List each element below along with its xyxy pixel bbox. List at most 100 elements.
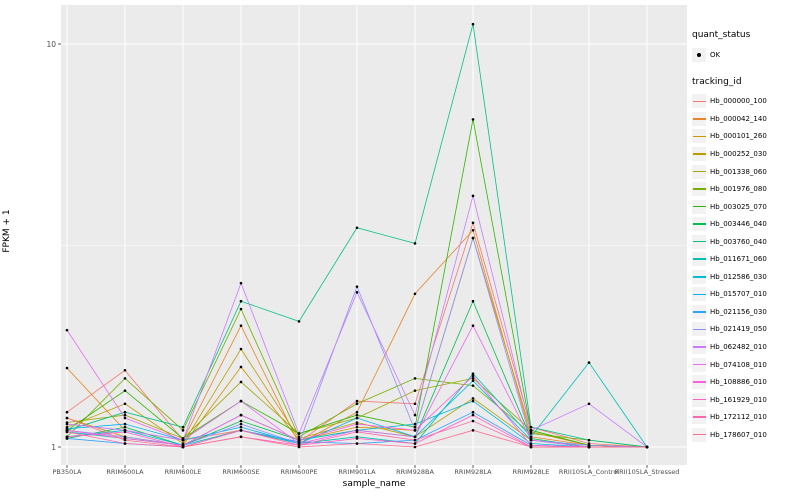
- data-point: [413, 242, 417, 245]
- data-point: [123, 422, 127, 426]
- data-point: [65, 416, 69, 420]
- legend-label: Hb_074108_010: [710, 360, 767, 369]
- data-point: [413, 442, 417, 445]
- data-point: [413, 445, 417, 449]
- data-point: [355, 416, 359, 420]
- data-point: [471, 384, 475, 387]
- y-tick-label: 10: [46, 39, 56, 49]
- data-point: [239, 281, 243, 285]
- data-point: [355, 422, 359, 426]
- data-point: [471, 419, 475, 423]
- legend-item-Hb_003025_070: Hb_003025_070: [692, 198, 767, 216]
- data-point: [587, 445, 591, 449]
- legend-tracking-id-items: Hb_000000_100 Hb_000042_140 Hb_000101_260 H…: [692, 93, 767, 444]
- data-point: [587, 438, 591, 442]
- data-point: [123, 410, 127, 414]
- legend-label: Hb_001976_080: [710, 185, 767, 194]
- line-key-icon: [692, 287, 706, 302]
- legend-item-Hb_108886_010: Hb_108886_010: [692, 373, 767, 391]
- line-key-icon: [692, 199, 706, 214]
- line-key-icon: [692, 269, 706, 284]
- line-key-icon: [692, 129, 706, 144]
- data-point: [297, 320, 301, 323]
- data-point: [239, 347, 243, 351]
- data-point: [413, 402, 417, 406]
- line-key-icon: [692, 322, 706, 337]
- series-color-line: [692, 363, 706, 366]
- data-point: [645, 445, 649, 449]
- data-point: [471, 324, 475, 327]
- data-point: [355, 442, 359, 445]
- legend-label: Hb_000252_030: [710, 149, 767, 158]
- black-point-icon: [697, 52, 701, 57]
- data-point: [471, 379, 475, 383]
- legend-label: Hb_108886_010: [710, 378, 767, 387]
- data-point: [529, 432, 533, 435]
- legend-item-Hb_015707_010: Hb_015707_010: [692, 286, 767, 304]
- legend-item-Hb_172112_010: Hb_172112_010: [692, 408, 767, 426]
- series-color-line: [692, 223, 706, 225]
- data-point: [181, 445, 185, 449]
- legend-label-ok: OK: [710, 50, 721, 59]
- data-point: [471, 429, 475, 432]
- line-key-icon: [692, 375, 706, 390]
- legend-item-Hb_021156_030: Hb_021156_030: [692, 303, 767, 321]
- x-tick-label: RRIM600LE: [164, 468, 202, 476]
- data-point: [413, 425, 417, 429]
- series-color-line: [692, 258, 706, 260]
- data-point: [123, 442, 127, 445]
- data-point: [529, 445, 533, 449]
- x-tick-label: RRIM928LE: [512, 468, 550, 476]
- legend-label: Hb_012586_030: [710, 272, 767, 281]
- series-color-line: [692, 346, 706, 348]
- legend-label: Hb_161929_010: [710, 395, 767, 404]
- legend-item-Hb_178607_010: Hb_178607_010: [692, 426, 767, 444]
- series-color-line: [692, 328, 706, 331]
- data-point: [123, 389, 127, 392]
- data-point: [471, 221, 475, 225]
- data-point: [123, 413, 127, 417]
- legend-item-Hb_003446_040: Hb_003446_040: [692, 215, 767, 233]
- legend-label: Hb_062482_010: [710, 342, 767, 351]
- data-point: [65, 422, 69, 426]
- legend-label: Hb_015707_010: [710, 290, 767, 299]
- legend-item-Hb_062482_010: Hb_062482_010: [692, 338, 767, 356]
- data-point: [413, 435, 417, 439]
- legend-tracking-id: tracking_id Hb_000000_100 Hb_000042_140 Hb…: [692, 77, 767, 444]
- data-point: [471, 399, 475, 403]
- data-point: [471, 372, 475, 376]
- data-point: [239, 380, 243, 384]
- plot-panel: [61, 5, 687, 465]
- data-point: [471, 397, 475, 400]
- data-point: [123, 377, 127, 380]
- line-key-icon: [692, 357, 706, 372]
- data-point: [471, 410, 475, 414]
- x-tick-label: RRIM928BA: [396, 468, 434, 476]
- line-key-icon: [692, 146, 706, 161]
- data-point: [413, 438, 417, 442]
- data-point: [297, 435, 301, 439]
- legend-item-Hb_000101_260: Hb_000101_260: [692, 128, 767, 146]
- line-key-icon: [692, 234, 706, 249]
- legend-label: Hb_000042_140: [710, 114, 767, 123]
- data-point: [239, 365, 243, 369]
- line-key-icon: [692, 410, 706, 425]
- legend-item-ok: OK: [692, 46, 767, 64]
- data-point: [181, 429, 185, 432]
- legend-item-Hb_001976_080: Hb_001976_080: [692, 180, 767, 198]
- data-point: [529, 429, 533, 432]
- legend: quant_status OK tracking_id Hb_000000_10…: [692, 30, 767, 456]
- line-key-icon: [692, 304, 706, 319]
- data-point: [65, 366, 69, 370]
- line-key-icon: [692, 164, 706, 179]
- data-point: [529, 435, 533, 439]
- data-point: [355, 399, 359, 403]
- legend-item-Hb_161929_010: Hb_161929_010: [692, 391, 767, 409]
- x-tick-label: RRIM600SE: [222, 468, 260, 476]
- line-key-icon: [692, 427, 706, 442]
- data-point: [471, 22, 475, 26]
- data-point: [413, 389, 417, 392]
- legend-item-Hb_000000_100: Hb_000000_100: [692, 93, 767, 111]
- line-key-icon: [692, 182, 706, 197]
